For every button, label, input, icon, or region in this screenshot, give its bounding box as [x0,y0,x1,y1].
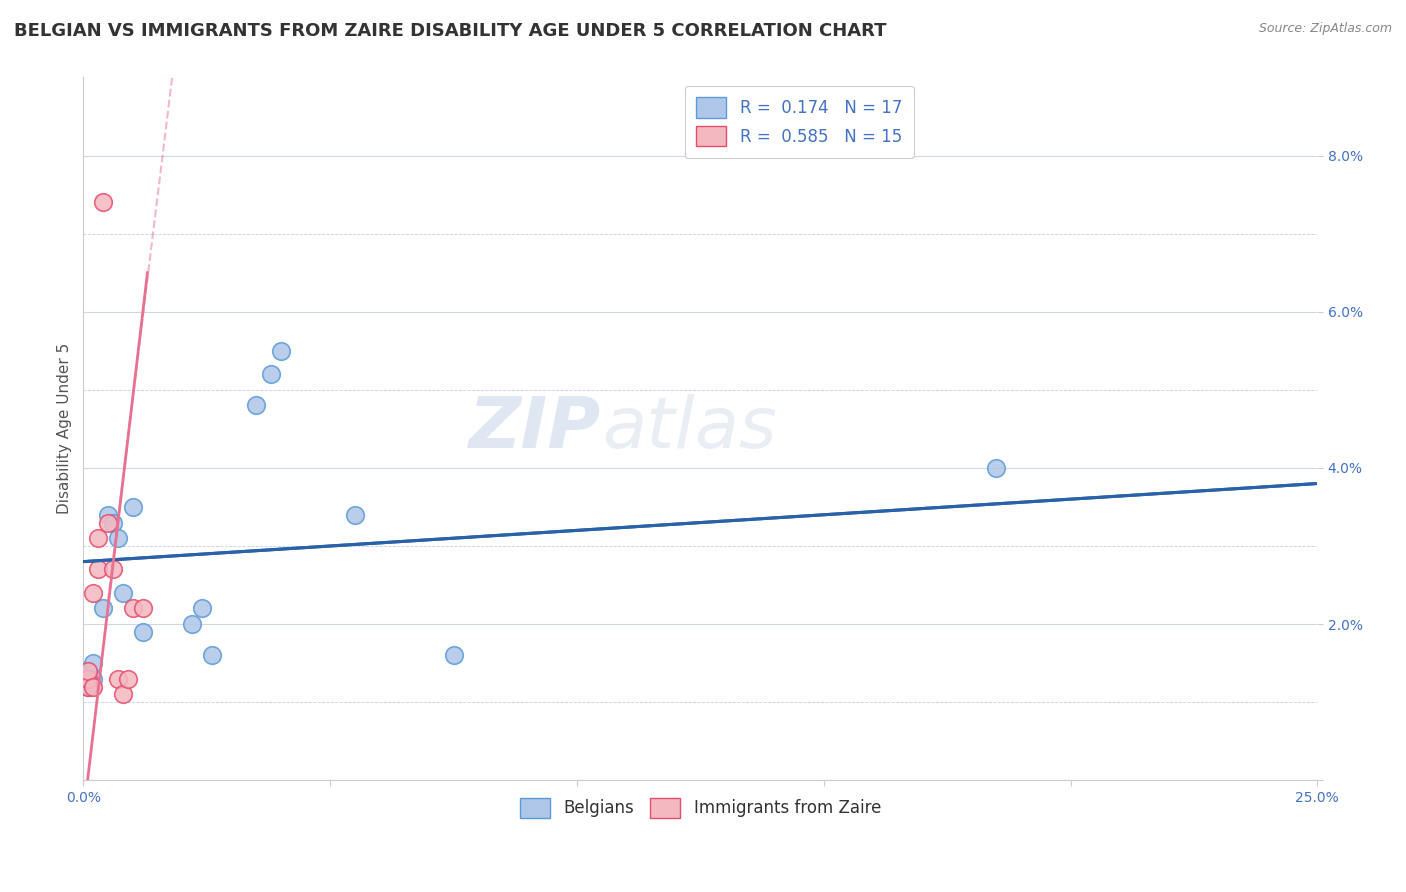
Legend: Belgians, Immigrants from Zaire: Belgians, Immigrants from Zaire [513,791,887,825]
Point [270,343,292,358]
Point [180,617,202,632]
Point [245,399,267,413]
Point [97,516,120,530]
Point [121,601,143,615]
Point [77,680,100,694]
Point [82,656,104,670]
Point [111,687,134,701]
Point [101,562,124,576]
Point [131,624,153,639]
Point [260,368,283,382]
Point [77,672,100,686]
Point [107,672,129,686]
Point [77,672,100,686]
Text: BELGIAN VS IMMIGRANTS FROM ZAIRE DISABILITY AGE UNDER 5 CORRELATION CHART: BELGIAN VS IMMIGRANTS FROM ZAIRE DISABIL… [14,22,887,40]
Point [77,664,100,678]
Point [190,601,212,615]
Point [82,672,104,686]
Point [82,680,104,694]
Point [91,195,114,210]
Point [986,461,1008,475]
Point [77,680,100,694]
Y-axis label: Disability Age Under 5: Disability Age Under 5 [58,343,72,515]
Point [111,586,134,600]
Point [117,672,139,686]
Text: atlas: atlas [602,394,776,463]
Point [107,531,129,545]
Point [443,648,465,663]
Point [101,516,124,530]
Point [77,664,100,678]
Point [97,508,120,522]
Point [343,508,366,522]
Text: ZIP: ZIP [470,394,602,463]
Point [131,601,153,615]
Point [121,500,143,514]
Point [201,648,224,663]
Text: Source: ZipAtlas.com: Source: ZipAtlas.com [1258,22,1392,36]
Point [82,586,104,600]
Point [91,601,114,615]
Point [87,531,110,545]
Point [87,562,110,576]
